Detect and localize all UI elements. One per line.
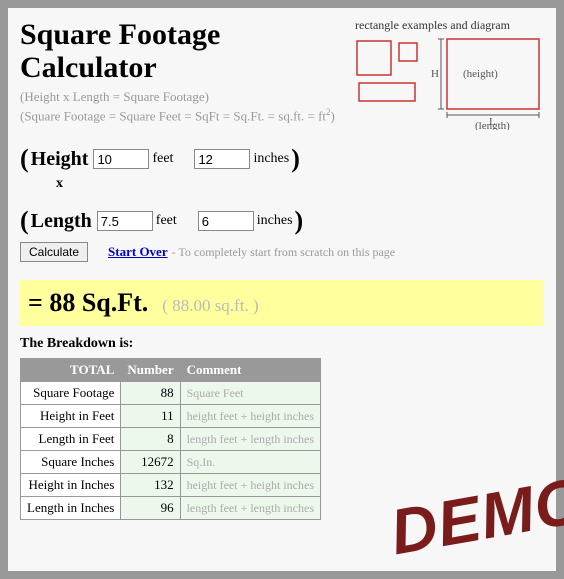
height-label: Height: [31, 148, 89, 171]
svg-text:(length): (length): [475, 120, 510, 130]
row-number: 132: [121, 474, 180, 497]
row-number: 12672: [121, 451, 180, 474]
height-row: ( Height feet inches ): [20, 144, 544, 174]
breakdown-table: TOTAL Number Comment Square Footage88Squ…: [20, 358, 321, 520]
table-header-row: TOTAL Number Comment: [21, 359, 321, 382]
feet-unit: feet: [156, 213, 177, 229]
length-inches-input[interactable]: [198, 211, 254, 231]
result-bar: = 88 Sq.Ft. ( 88.00 sq.ft. ): [20, 280, 544, 326]
table-row: Length in Inches96length feet + length i…: [21, 497, 321, 520]
row-number: 88: [121, 382, 180, 405]
table-row: Length in Feet8length feet + length inch…: [21, 428, 321, 451]
demo-watermark: DEMO: [385, 463, 564, 570]
table-row: Height in Feet11height feet + height inc…: [21, 405, 321, 428]
col-comment: Comment: [180, 359, 320, 382]
row-comment: Sq.In.: [180, 451, 320, 474]
inches-unit: inches: [257, 213, 293, 229]
row-label: Length in Feet: [21, 428, 121, 451]
diagram: rectangle examples and diagram H L (heig…: [349, 18, 544, 130]
row-comment: length feet + length inches: [180, 428, 320, 451]
height-feet-input[interactable]: [93, 149, 149, 169]
feet-unit: feet: [152, 151, 173, 167]
table-row: Square Footage88Square Feet: [21, 382, 321, 405]
col-total: TOTAL: [21, 359, 121, 382]
col-number: Number: [121, 359, 180, 382]
row-number: 96: [121, 497, 180, 520]
row-label: Square Inches: [21, 451, 121, 474]
start-over-link[interactable]: Start Over: [108, 244, 168, 260]
row-comment: Square Feet: [180, 382, 320, 405]
length-label: Length: [31, 210, 92, 233]
height-inches-input[interactable]: [194, 149, 250, 169]
length-row: ( Length feet inches ): [20, 206, 544, 236]
svg-text:H: H: [431, 68, 439, 80]
row-number: 8: [121, 428, 180, 451]
row-comment: height feet + height inches: [180, 474, 320, 497]
rectangle-diagram-icon: H L (height) (length): [355, 35, 550, 130]
calculate-button[interactable]: Calculate: [20, 242, 88, 262]
inches-unit: inches: [253, 151, 289, 167]
diagram-label: rectangle examples and diagram: [355, 18, 544, 33]
result-paren: ( 88.00 sq.ft. ): [162, 296, 258, 316]
row-label: Height in Feet: [21, 405, 121, 428]
breakdown-heading: The Breakdown is:: [20, 336, 544, 352]
subtitle: (Height x Length = Square Footage) (Squa…: [20, 88, 349, 126]
row-label: Length in Inches: [21, 497, 121, 520]
row-label: Square Footage: [21, 382, 121, 405]
row-label: Height in Inches: [21, 474, 121, 497]
table-row: Square Inches12672Sq.In.: [21, 451, 321, 474]
result-main: = 88 Sq.Ft.: [28, 288, 148, 318]
row-comment: length feet + length inches: [180, 497, 320, 520]
row-number: 11: [121, 405, 180, 428]
svg-text:(height): (height): [463, 68, 498, 80]
row-comment: height feet + height inches: [180, 405, 320, 428]
start-over-note: - To completely start from scratch on th…: [172, 245, 396, 260]
page-title: Square Footage Calculator: [20, 18, 349, 84]
table-row: Height in Inches132height feet + height …: [21, 474, 321, 497]
length-feet-input[interactable]: [97, 211, 153, 231]
times-symbol: x: [56, 176, 544, 192]
